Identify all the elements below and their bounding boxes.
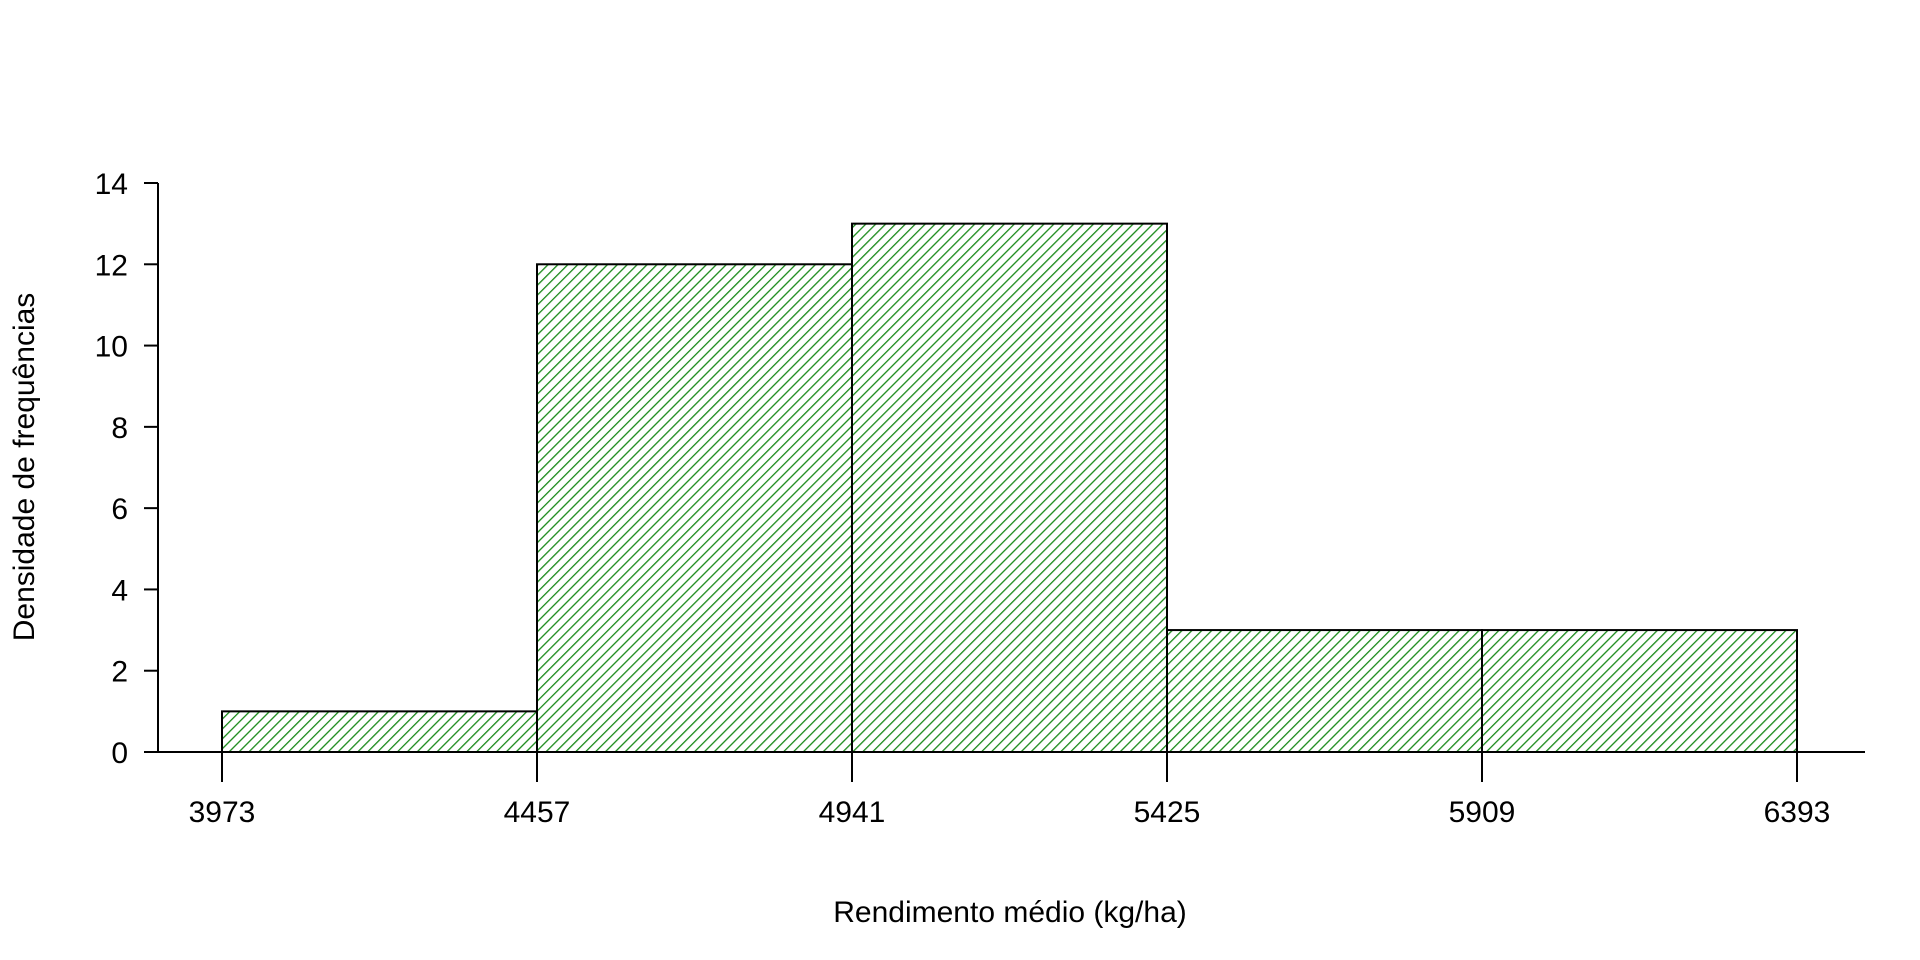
- y-tick-label: 12: [95, 249, 128, 282]
- y-tick-label: 2: [111, 656, 128, 689]
- histogram-bar-5: [1481, 629, 1798, 753]
- x-tick-label: 4457: [504, 796, 571, 829]
- x-tick-label: 5425: [1134, 796, 1201, 829]
- y-axis-title: Densidade de frequências: [8, 293, 41, 642]
- histogram-bar-2: [536, 263, 853, 753]
- x-tick-label: 4941: [819, 796, 886, 829]
- y-tick-label: 14: [95, 168, 128, 201]
- y-tick-label: 10: [95, 331, 128, 364]
- x-axis: 3973 4457 4941 5425 5909 6393: [158, 751, 1865, 829]
- y-tick-label: 0: [111, 737, 128, 770]
- y-tick-label: 8: [111, 412, 128, 445]
- x-tick-label: 6393: [1764, 796, 1831, 829]
- x-tick-label: 5909: [1449, 796, 1516, 829]
- y-tick-label: 4: [111, 574, 128, 607]
- y-tick-label: 6: [111, 493, 128, 526]
- histogram-bar-4: [1166, 629, 1483, 753]
- x-axis-title: Rendimento médio (kg/ha): [833, 896, 1187, 929]
- bars-group: [221, 222, 1798, 753]
- histogram-bar-3: [851, 222, 1168, 753]
- histogram-bar-1: [221, 710, 538, 753]
- x-tick-label: 3973: [189, 796, 256, 829]
- y-axis: 0 2 4 6 8 10 12 14: [95, 168, 159, 770]
